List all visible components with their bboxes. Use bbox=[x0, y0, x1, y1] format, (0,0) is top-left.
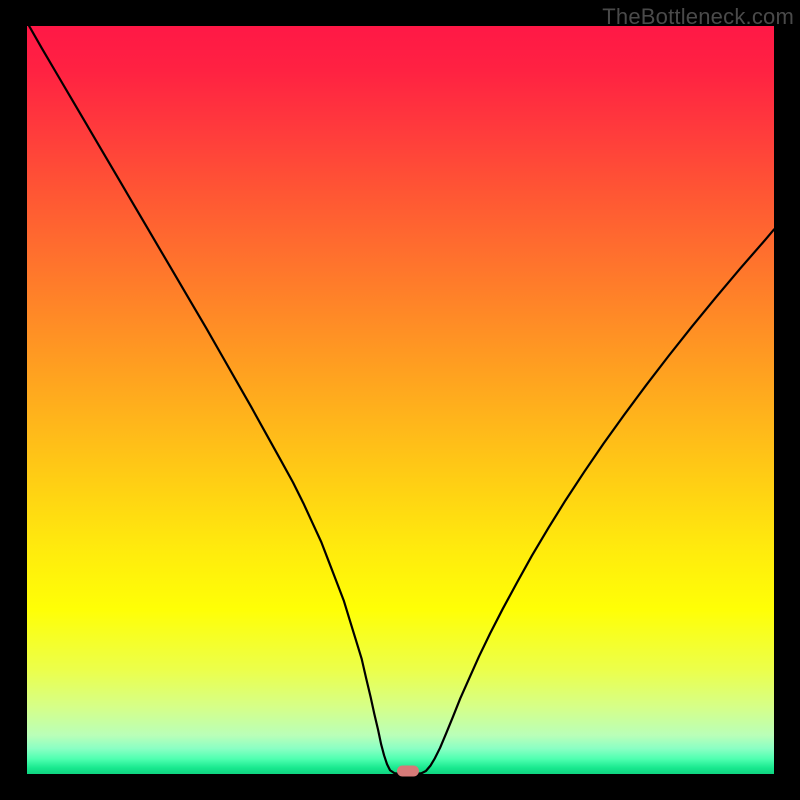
chart-container: TheBottleneck.com bbox=[0, 0, 800, 800]
chart-svg bbox=[0, 0, 800, 800]
valley-marker bbox=[397, 766, 419, 777]
plot-gradient-area bbox=[27, 26, 774, 774]
watermark-text: TheBottleneck.com bbox=[602, 4, 794, 30]
